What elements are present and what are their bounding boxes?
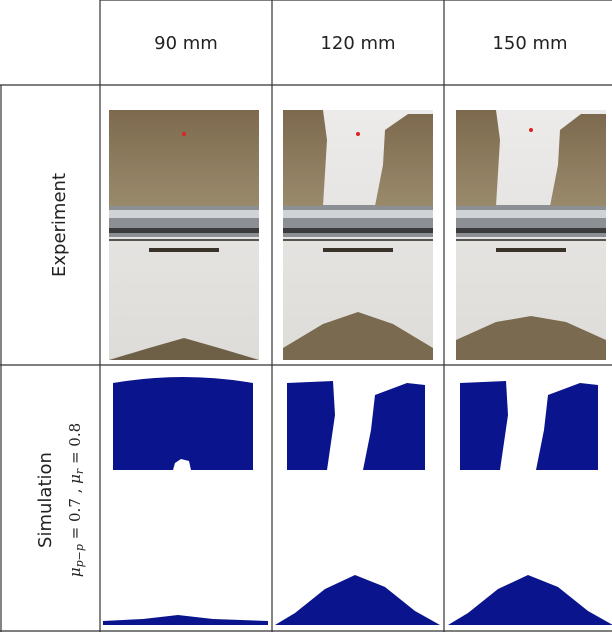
column-header: 90 mm: [154, 33, 218, 54]
column-header: 150 mm: [492, 33, 567, 54]
simulation-render: [448, 381, 612, 625]
figure-table: 90 mm 120 mm 150 mm Experiment Simulatio…: [0, 0, 612, 632]
subscript: p−p: [73, 544, 86, 567]
row-label: Simulation: [35, 452, 56, 548]
simulation-render: [103, 377, 268, 625]
parameters: μp−p = 0.7 , μr = 0.8: [66, 423, 86, 577]
column-header: 120 mm: [320, 33, 395, 54]
experiment-photo: [109, 110, 259, 360]
experiment-photo: [456, 110, 606, 360]
row-label: Experiment: [49, 173, 70, 277]
simulation-render: [275, 381, 440, 625]
symbol: μ: [66, 567, 84, 577]
equation: = 0.8: [66, 423, 84, 469]
equation: = 0.7 ,: [66, 484, 84, 544]
symbol: μ: [66, 474, 84, 484]
experiment-photo: [283, 110, 433, 360]
